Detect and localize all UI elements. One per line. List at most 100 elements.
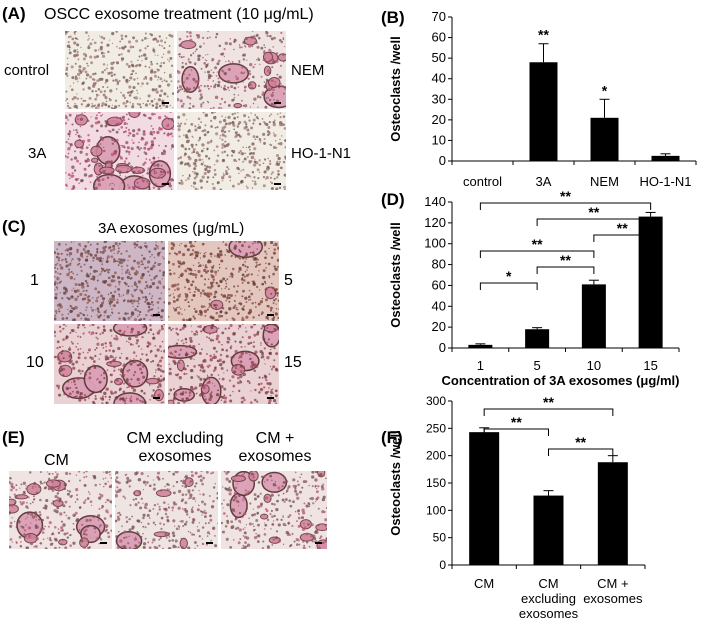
cell-dot (259, 349, 263, 354)
cell-dot (69, 346, 71, 348)
cell-dot (123, 96, 126, 99)
cell-dot (196, 529, 201, 533)
cell-dot (257, 241, 259, 243)
cell-dot (204, 59, 207, 61)
cell-dot (238, 324, 242, 328)
cell-dot (181, 65, 184, 69)
cell-dot (284, 157, 286, 160)
cell-dot (241, 316, 244, 319)
cell-dot (188, 516, 191, 519)
cell-dot (81, 112, 83, 114)
cell-dot (278, 160, 281, 163)
cell-dot (65, 155, 67, 158)
cell-dot (281, 484, 284, 488)
cell-dot (103, 149, 106, 153)
cell-dot (252, 280, 256, 284)
cell-dot (87, 491, 90, 493)
cell-dot (192, 181, 197, 185)
cell-dot (160, 375, 163, 378)
cell-dot (95, 347, 98, 350)
cell-dot (263, 84, 267, 89)
cell-dot (286, 489, 289, 492)
cell-dot (142, 542, 147, 546)
cell-dot (247, 335, 252, 340)
cell-dot (74, 283, 78, 287)
cell-dot (103, 241, 108, 244)
cell-dot (233, 128, 235, 131)
cell-dot (228, 42, 232, 46)
cell-dot (89, 325, 91, 327)
panel-label-e: (E) (2, 428, 25, 447)
cell-dot (99, 353, 102, 356)
cell-dot (179, 156, 183, 159)
cell-dot (130, 330, 133, 334)
cell-dot (92, 360, 96, 363)
cell-dot (270, 479, 273, 482)
cell-dot (273, 359, 276, 362)
cell-dot (115, 494, 118, 498)
cell-dot (85, 73, 90, 77)
cell-dot (158, 144, 160, 147)
cell-dot (123, 146, 126, 149)
cell-dot (282, 92, 285, 95)
cell-dot (160, 39, 163, 43)
cell-dot (254, 180, 257, 183)
cell-dot (68, 268, 71, 271)
cell-dot (121, 116, 125, 120)
cell-dot (256, 45, 260, 49)
cell-dot (273, 503, 276, 506)
cell-dot (179, 99, 183, 103)
cell-dot (325, 477, 327, 480)
cell-dot (214, 544, 218, 548)
cell-dot (59, 369, 62, 373)
cell-dot (190, 325, 192, 327)
cell-dot (204, 278, 207, 281)
cell-dot (315, 532, 317, 535)
cell-dot (245, 327, 247, 329)
cell-dot (166, 95, 169, 98)
cell-dot (127, 128, 131, 131)
cell-dot (244, 46, 247, 48)
cell-dot (137, 185, 140, 189)
cell-dot (260, 46, 264, 50)
cell-dot (305, 532, 309, 536)
cell-dot (142, 489, 145, 491)
cell-dot (145, 158, 148, 160)
cell-dot (253, 352, 257, 356)
cell-dot (210, 284, 214, 288)
cell-dot (155, 103, 159, 106)
label-a-control: control (4, 62, 50, 79)
cell-dot (74, 501, 77, 503)
cell-dot (228, 492, 232, 496)
cell-dot (128, 485, 131, 488)
cell-dot (253, 163, 257, 167)
cell-dot (125, 516, 128, 519)
cell-dot (184, 501, 188, 505)
cell-dot (162, 477, 164, 480)
cell-dot (132, 129, 136, 133)
cell-dot (102, 169, 106, 174)
cell-dot (115, 122, 119, 126)
cell-dot (215, 32, 219, 36)
cell-dot (184, 162, 187, 164)
cell-dot (103, 310, 107, 314)
cell-dot (206, 176, 210, 179)
cell-dot (104, 395, 107, 398)
cell-dot (273, 398, 277, 403)
cell-dot (57, 484, 61, 488)
cell-dot (229, 399, 233, 403)
cell-dot (204, 509, 206, 511)
cell-dot (94, 483, 98, 487)
cell-dot (110, 152, 115, 157)
cell-dot (82, 313, 86, 317)
cell-dot (196, 392, 198, 394)
cell-dot (158, 477, 161, 480)
cell-dot (223, 130, 227, 134)
cell-dot (73, 289, 77, 293)
cell-dot (190, 185, 193, 187)
cell-dot (171, 509, 174, 512)
cell-dot (152, 507, 155, 510)
cell-dot (47, 537, 49, 539)
cell-dot (161, 56, 163, 59)
y-axis-label: Osteoclasts /well (388, 222, 403, 328)
